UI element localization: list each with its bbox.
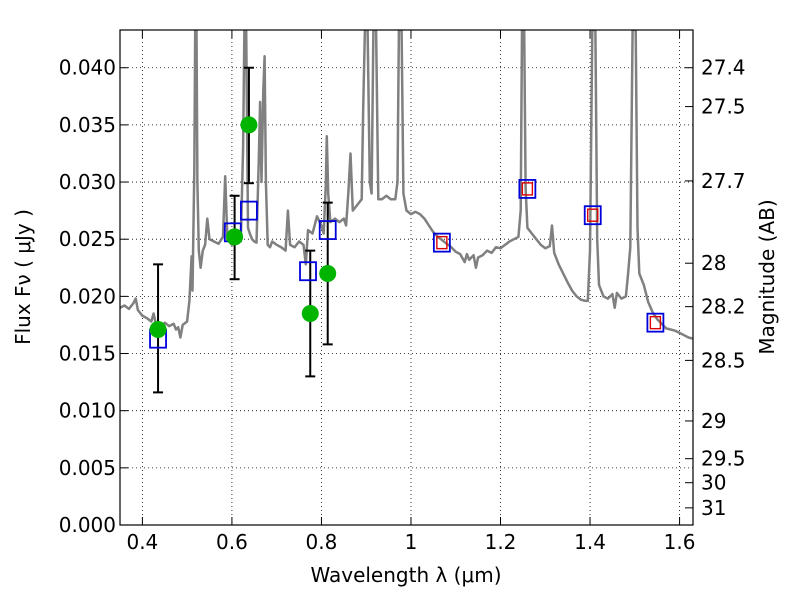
x-tick-label: 0.4 bbox=[126, 530, 158, 554]
right-tick-label: 29.5 bbox=[701, 447, 746, 471]
model-photometry-square bbox=[240, 200, 258, 221]
observed-flux-point bbox=[149, 321, 167, 339]
y-tick-label: 0.015 bbox=[59, 342, 116, 366]
x-tick-label: 1.4 bbox=[574, 530, 606, 554]
right-tick-label: 31 bbox=[701, 496, 726, 520]
right-tick-label: 28.5 bbox=[701, 348, 746, 372]
right-tick-label: 28 bbox=[701, 251, 726, 275]
y-tick-label: 0.000 bbox=[59, 513, 116, 537]
model-photometry-square bbox=[518, 179, 537, 199]
right-tick-label: 27.7 bbox=[701, 169, 746, 193]
y-tick-label: 0.040 bbox=[59, 56, 116, 80]
right-tick-label: 27.4 bbox=[701, 56, 746, 80]
right-tick-label: 27.5 bbox=[701, 95, 746, 119]
x-tick-label: 0.8 bbox=[306, 530, 338, 554]
plot-frame bbox=[119, 29, 694, 526]
observed-flux-point bbox=[240, 116, 258, 134]
right-tick-label: 28.2 bbox=[701, 295, 746, 319]
y-axis-label: Flux Fν ( μJy ) bbox=[11, 209, 35, 345]
observed-flux-point bbox=[319, 264, 337, 282]
observed-flux-point bbox=[226, 228, 244, 246]
x-tick-label: 1.6 bbox=[664, 530, 696, 554]
y-tick-label: 0.035 bbox=[59, 113, 116, 137]
model-photometry-square bbox=[432, 232, 451, 253]
observed-flux-point bbox=[301, 305, 319, 323]
synthetic-photometry-square bbox=[649, 315, 662, 330]
right-tick-label: 29 bbox=[701, 409, 726, 433]
model-spectrum-line bbox=[120, 30, 693, 340]
x-tick-label: 1 bbox=[405, 530, 418, 554]
right-tick-label: 30 bbox=[701, 471, 726, 495]
right-y-axis-label: Magnitude (AB) bbox=[755, 199, 779, 354]
y-tick-label: 0.005 bbox=[59, 456, 116, 480]
model-photometry-square bbox=[299, 261, 317, 282]
synthetic-photometry-square bbox=[521, 182, 534, 196]
x-tick-label: 0.6 bbox=[216, 530, 248, 554]
model-photometry-square bbox=[646, 312, 665, 333]
model-photometry-square bbox=[583, 205, 602, 226]
plot-area: 0.4 0.6 0.8 1 1.2 1.4 1.6 0.000 0.005 0.010 0.015 0… bbox=[59, 30, 746, 554]
x-axis-label: Wavelength λ (μm) bbox=[310, 563, 501, 587]
synthetic-photometry-square bbox=[436, 235, 448, 250]
y-tick-label: 0.030 bbox=[59, 170, 116, 194]
y-tick-label: 0.020 bbox=[59, 284, 116, 308]
synthetic-photometry-square bbox=[587, 208, 599, 222]
y-tick-label: 0.025 bbox=[59, 227, 116, 251]
x-tick-label: 1.2 bbox=[485, 530, 517, 554]
model-photometry-square bbox=[318, 220, 337, 240]
y-tick-label: 0.010 bbox=[59, 399, 116, 423]
